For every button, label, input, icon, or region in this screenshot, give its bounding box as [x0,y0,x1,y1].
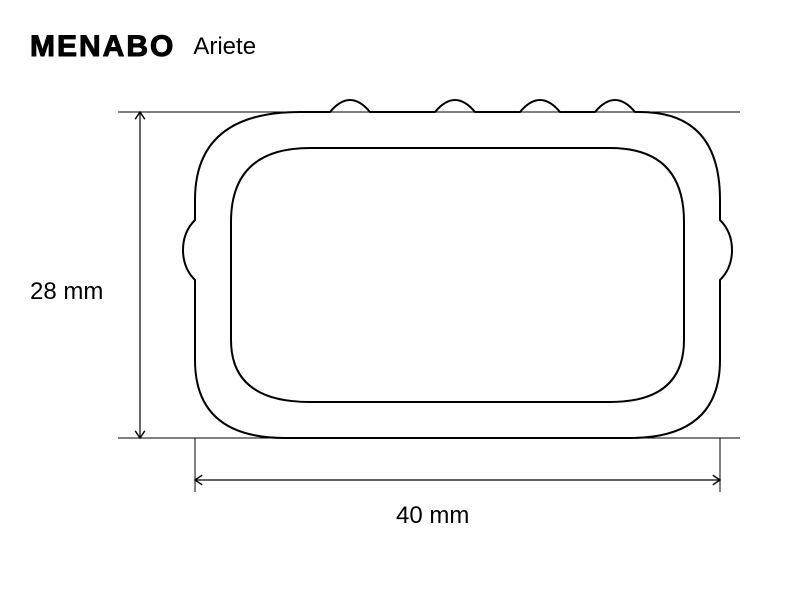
cross-section-diagram [0,0,800,600]
profile-outer [183,100,732,438]
profile-inner [231,148,684,402]
